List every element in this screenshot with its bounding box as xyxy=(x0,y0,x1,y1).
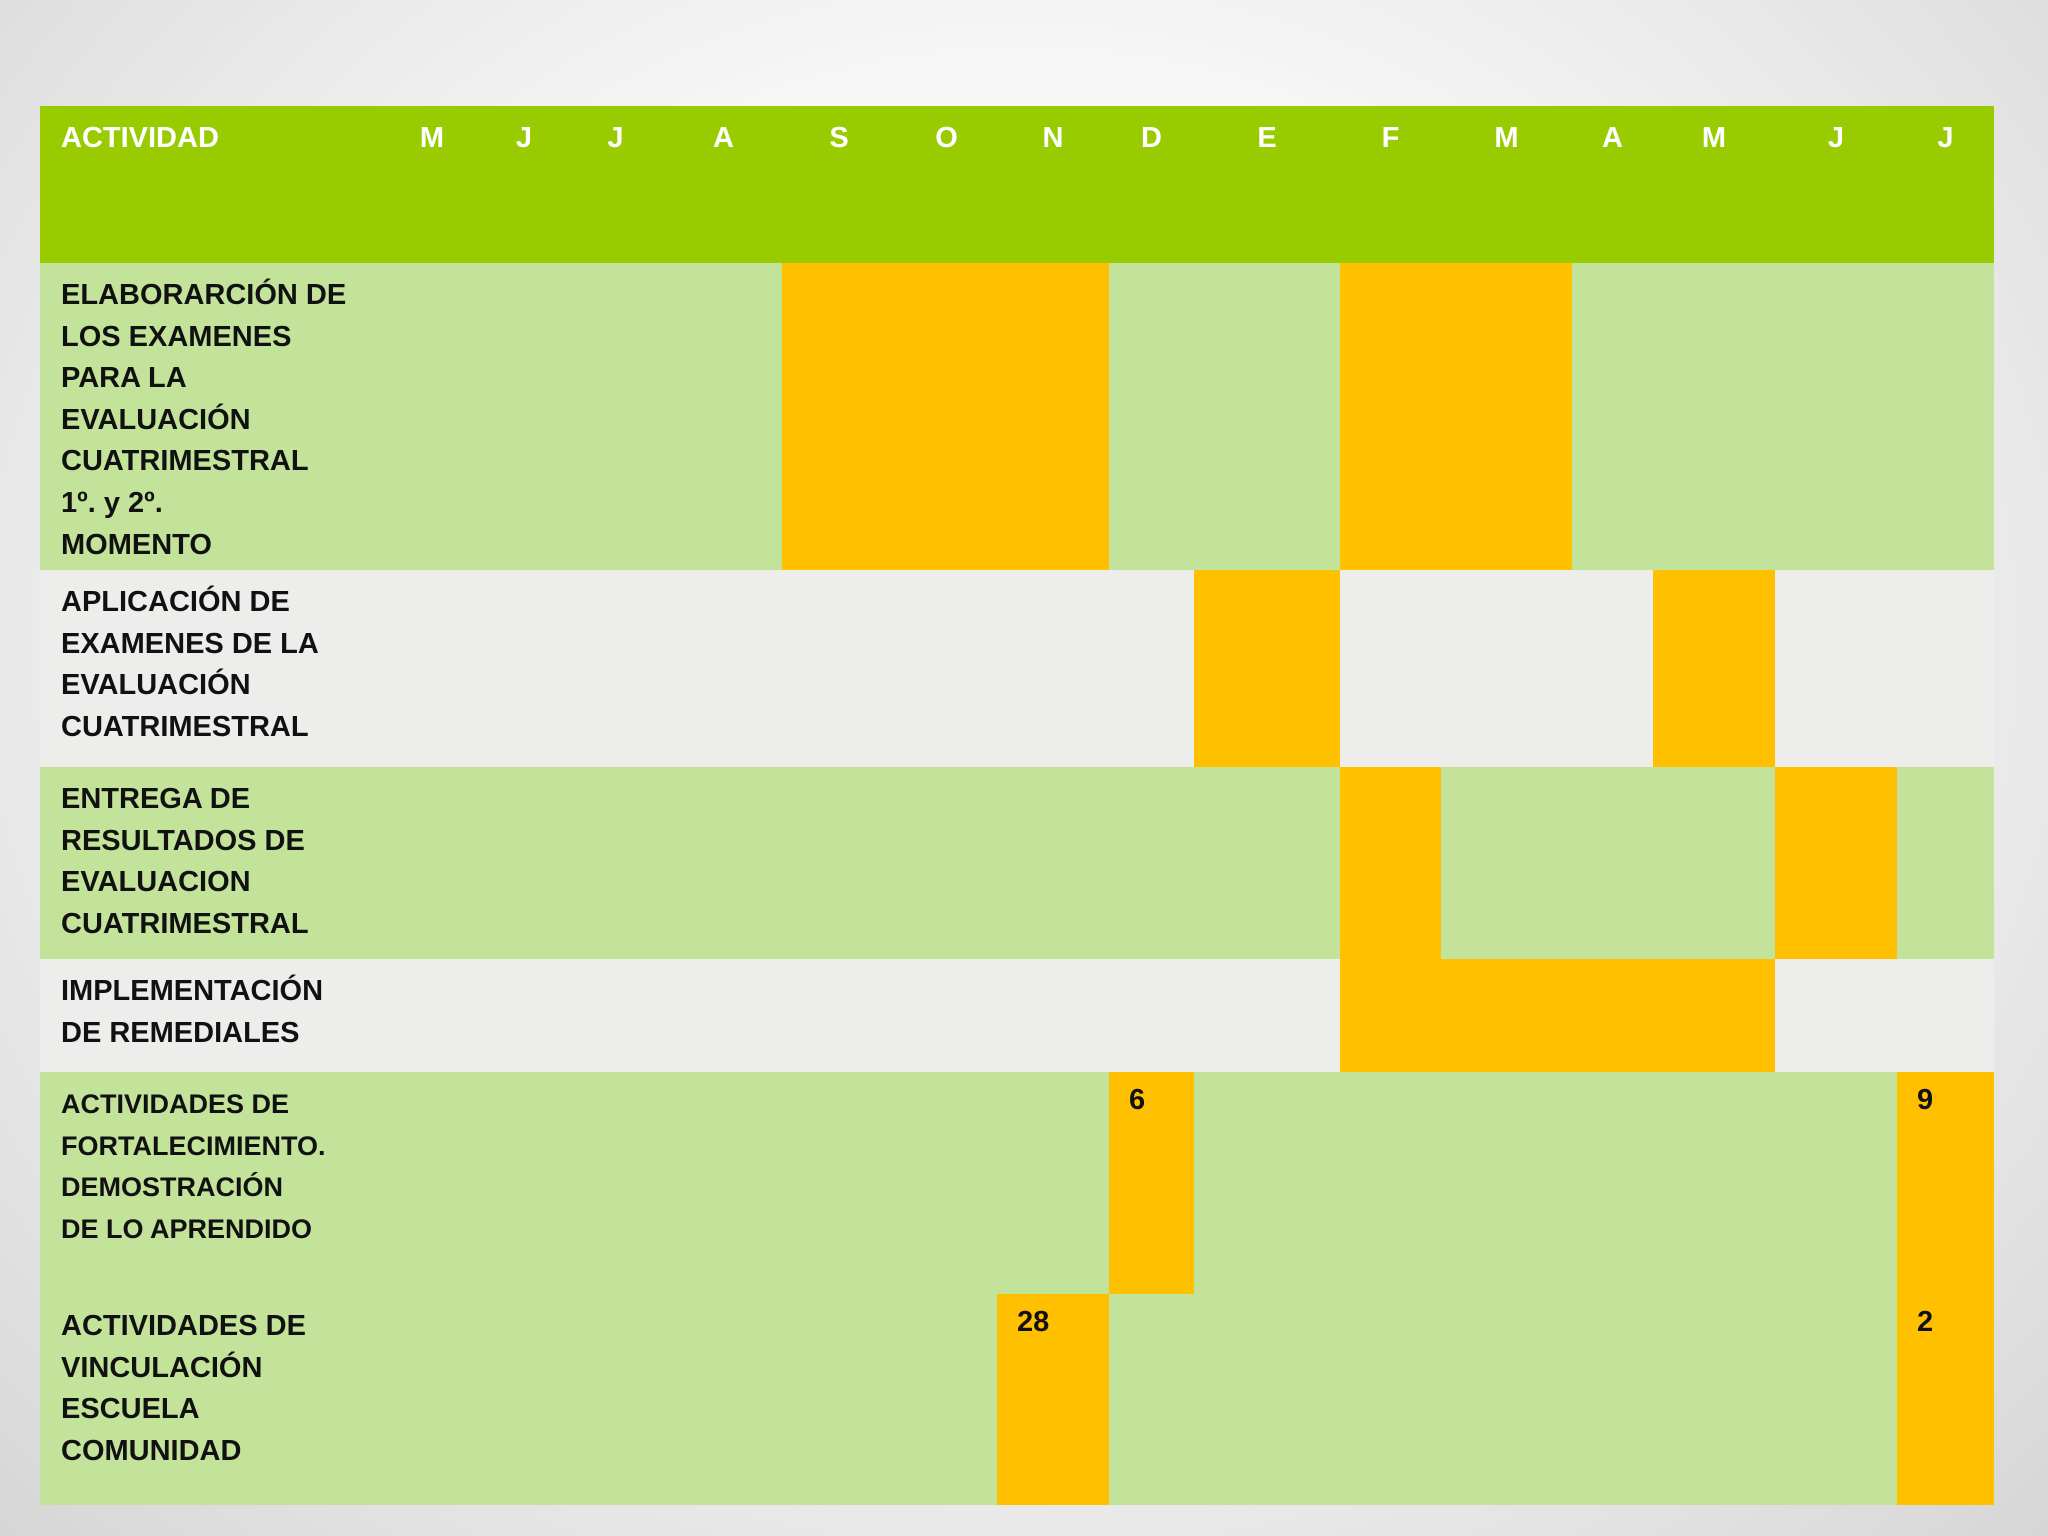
activity-label-exam-application: APLICACIÓN DE EXAMENES DE LA EVALUACIÓN … xyxy=(40,570,382,767)
month-header-april: A xyxy=(1572,106,1653,263)
month-header-june: J xyxy=(482,106,566,263)
highlight-block xyxy=(1340,959,1775,1072)
activity-label-strengthening: ACTIVIDADES DE FORTALECIMIENTO. DEMOSTRA… xyxy=(40,1072,382,1294)
month-header-june-2: J xyxy=(1775,106,1897,263)
row-band xyxy=(382,570,1194,767)
row-band xyxy=(382,1072,1109,1294)
highlight-block xyxy=(1340,767,1441,959)
highlight-block xyxy=(1653,570,1775,767)
highlight-block xyxy=(1340,263,1572,570)
month-header-july-2: J xyxy=(1897,106,1994,263)
activity-gantt-table: ACTIVIDAD M J J A S O N D E F M A M J J … xyxy=(40,106,1994,1508)
month-header-november: N xyxy=(997,106,1109,263)
row-band xyxy=(1340,570,1653,767)
row-band xyxy=(1109,1294,1897,1505)
row-band xyxy=(1194,1072,1897,1294)
month-header-march: M xyxy=(1441,106,1572,263)
row-band xyxy=(1109,263,1340,570)
row-band xyxy=(1572,263,1994,570)
month-header-may-2: M xyxy=(1653,106,1775,263)
month-header-september: S xyxy=(782,106,896,263)
highlight-day-mark: 6 xyxy=(1109,1072,1194,1294)
month-header-may: M xyxy=(382,106,482,263)
activity-label-community-linkage: ACTIVIDADES DE VINCULACIÓN ESCUELA COMUN… xyxy=(40,1294,382,1505)
month-header-december: D xyxy=(1109,106,1194,263)
row-band xyxy=(1897,767,1994,959)
row-band xyxy=(1775,570,1994,767)
highlight-day-mark: 2 xyxy=(1897,1294,1994,1505)
highlight-block xyxy=(1775,767,1897,959)
row-band xyxy=(1775,959,1994,1072)
activity-label-results-delivery: ENTREGA DE RESULTADOS DE EVALUACION CUAT… xyxy=(40,767,382,959)
highlight-day-mark: 9 xyxy=(1897,1072,1994,1294)
row-band xyxy=(382,263,782,570)
highlight-block xyxy=(782,263,1109,570)
row-band xyxy=(382,767,1340,959)
month-header-february: F xyxy=(1340,106,1441,263)
month-header-august: A xyxy=(665,106,782,263)
highlight-block xyxy=(1194,570,1340,767)
activity-label-exam-preparation: ELABORARCIÓN DE LOS EXAMENES PARA LA EVA… xyxy=(40,263,382,570)
highlight-day-mark: 28 xyxy=(997,1294,1109,1505)
month-header-october: O xyxy=(896,106,997,263)
month-header-july: J xyxy=(566,106,665,263)
row-band xyxy=(382,959,1340,1072)
row-band xyxy=(1441,767,1775,959)
activity-label-remedial-implementation: IMPLEMENTACIÓN DE REMEDIALES xyxy=(40,959,382,1072)
month-header-january: E xyxy=(1194,106,1340,263)
row-band xyxy=(382,1294,997,1505)
activity-column-header: ACTIVIDAD xyxy=(40,106,382,263)
